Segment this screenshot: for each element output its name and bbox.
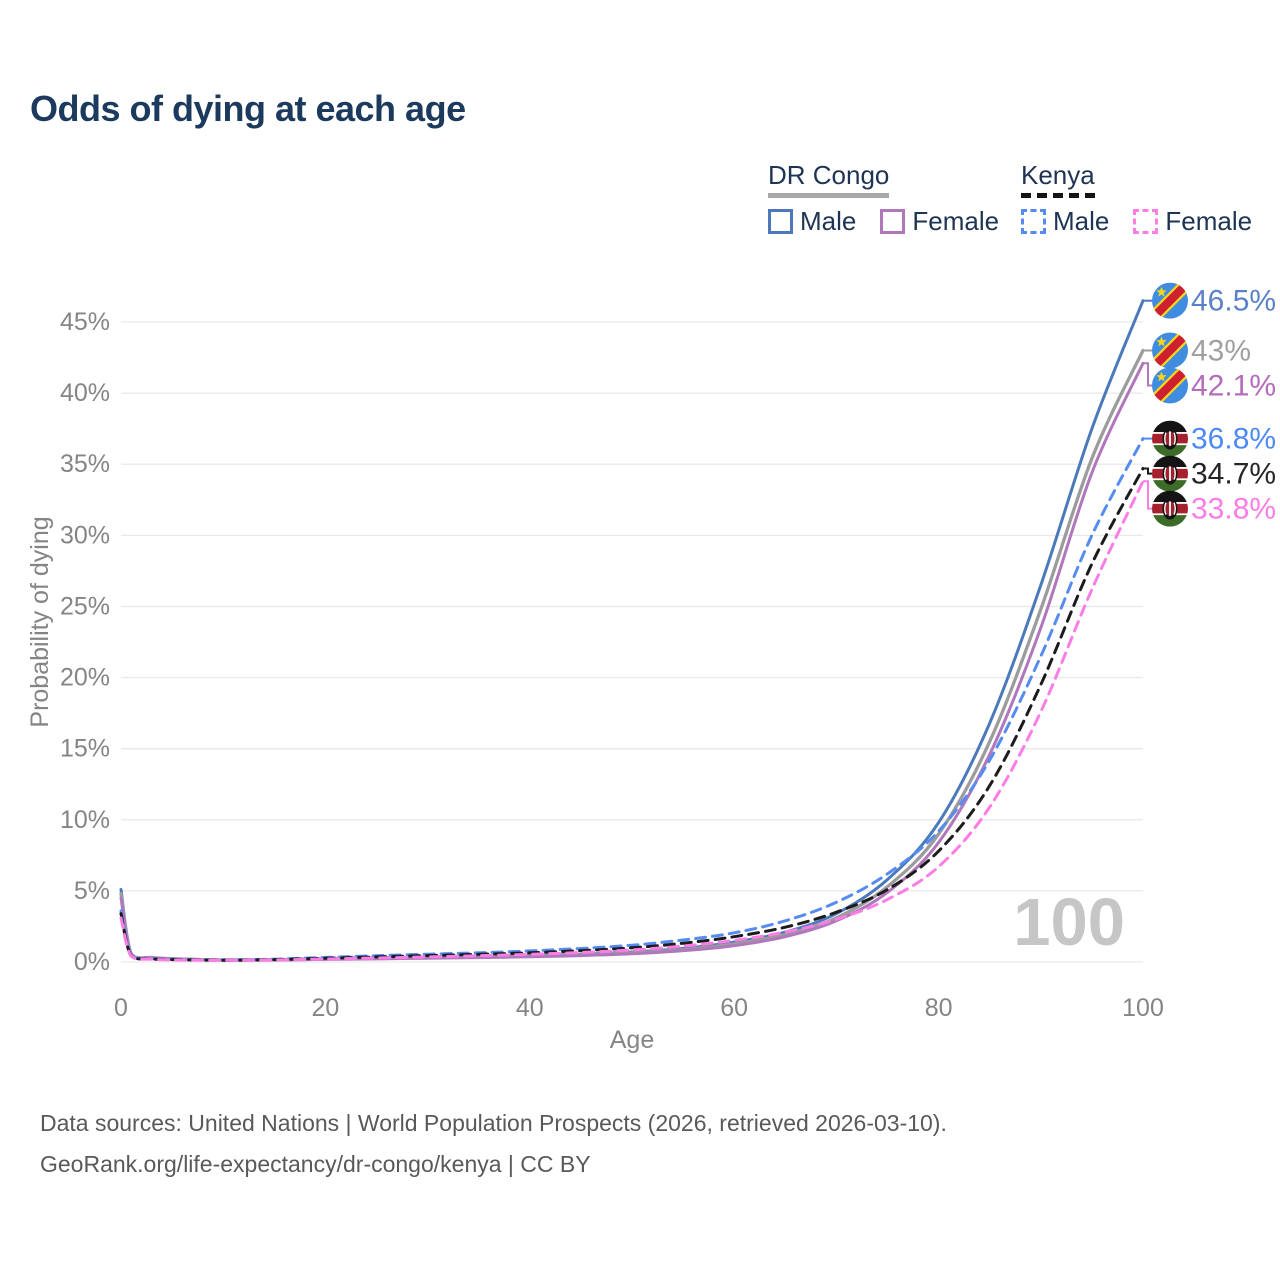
series-line-dr-congo-female[interactable] xyxy=(119,361,1145,962)
end-value-label: 46.5% xyxy=(1191,285,1276,318)
legend-item-drc-female[interactable]: Female xyxy=(880,206,999,237)
footer-attribution: GeoRank.org/life-expectancy/dr-congo/ken… xyxy=(40,1151,591,1177)
x-tick-label: 80 xyxy=(925,994,953,1022)
end-value-label: 33.8% xyxy=(1191,493,1276,526)
legend-item-drc-male[interactable]: Male xyxy=(768,206,856,237)
series-line-dr-congo[interactable] xyxy=(119,348,1145,962)
y-tick-label: 45% xyxy=(60,308,110,336)
end-value-label: 34.7% xyxy=(1191,458,1276,491)
end-label-connector xyxy=(1143,480,1152,510)
y-tick-label: 10% xyxy=(60,806,110,834)
legend-item-label: Female xyxy=(912,206,1000,236)
legend-item-label: Male xyxy=(800,206,857,236)
x-tick-label: 40 xyxy=(516,994,544,1022)
end-value-label: 36.8% xyxy=(1191,423,1276,456)
y-tick-label: 20% xyxy=(60,664,110,692)
y-tick-label: 5% xyxy=(74,877,110,905)
end-value-label: 43% xyxy=(1191,334,1251,367)
legend-item-label: Female xyxy=(1165,206,1253,236)
end-value-label: 42.1% xyxy=(1191,369,1276,402)
end-label-connector xyxy=(1143,362,1152,387)
kenya-male-swatch-icon xyxy=(1021,209,1046,234)
y-tick-label: 35% xyxy=(60,450,110,478)
series-line-kenya-female[interactable] xyxy=(119,479,1145,962)
legend-group-dr-congo: DR Congo Male Female xyxy=(768,160,999,237)
drc-female-swatch-icon xyxy=(880,209,906,234)
x-tick-label: 20 xyxy=(311,994,339,1022)
y-axis-title: Probability of dying xyxy=(26,516,54,727)
legend-group-kenya: Kenya Male Female xyxy=(1021,160,1252,237)
y-tick-label: 0% xyxy=(74,948,110,976)
footer-data-sources: Data sources: United Nations | World Pop… xyxy=(40,1110,947,1136)
legend-item-kenya-male[interactable]: Male xyxy=(1021,206,1109,237)
age-counter-watermark: 100 xyxy=(1013,885,1125,960)
dr-congo-flag-icon xyxy=(1152,367,1188,404)
mortality-line-chart: 0% 5% 10% 15% 20% 25% 30% 35% 40% 45% 0 20 40 60 80 100… xyxy=(26,282,1276,1054)
series-line-kenya-male[interactable] xyxy=(119,437,1145,962)
x-tick-label: 0 xyxy=(114,994,128,1022)
legend-row-dr-congo: Male Female xyxy=(768,206,999,237)
y-tick-label: 15% xyxy=(60,735,110,763)
y-tick-label: 40% xyxy=(60,379,110,407)
legend-row-kenya: Male Female xyxy=(1021,206,1252,237)
legend-country-kenya[interactable]: Kenya xyxy=(1021,160,1095,198)
legend-item-kenya-female[interactable]: Female xyxy=(1133,206,1252,237)
dr-congo-flag-icon xyxy=(1152,332,1188,369)
dr-congo-flag-icon xyxy=(1152,282,1188,319)
y-tick-label: 25% xyxy=(60,592,110,620)
kenya-female-swatch-icon xyxy=(1133,209,1159,234)
legend-country-dr-congo[interactable]: DR Congo xyxy=(768,160,890,198)
drc-male-swatch-icon xyxy=(768,209,793,234)
x-tick-label: 100 xyxy=(1122,994,1164,1022)
kenya-flag-icon xyxy=(1152,455,1188,492)
kenya-flag-icon xyxy=(1152,420,1188,457)
end-label-connector xyxy=(1143,467,1152,475)
page-title: Odds of dying at each age xyxy=(30,88,466,129)
y-tick-label: 30% xyxy=(60,521,110,549)
kenya-flag-icon xyxy=(1152,490,1188,527)
series-line-dr-congo-male[interactable] xyxy=(119,299,1145,962)
x-tick-label: 60 xyxy=(720,994,748,1022)
legend-item-label: Male xyxy=(1053,206,1110,236)
series-line-kenya[interactable] xyxy=(119,467,1145,962)
x-axis-title: Age xyxy=(610,1026,654,1054)
footer: Data sources: United Nations | World Pop… xyxy=(40,1103,947,1185)
